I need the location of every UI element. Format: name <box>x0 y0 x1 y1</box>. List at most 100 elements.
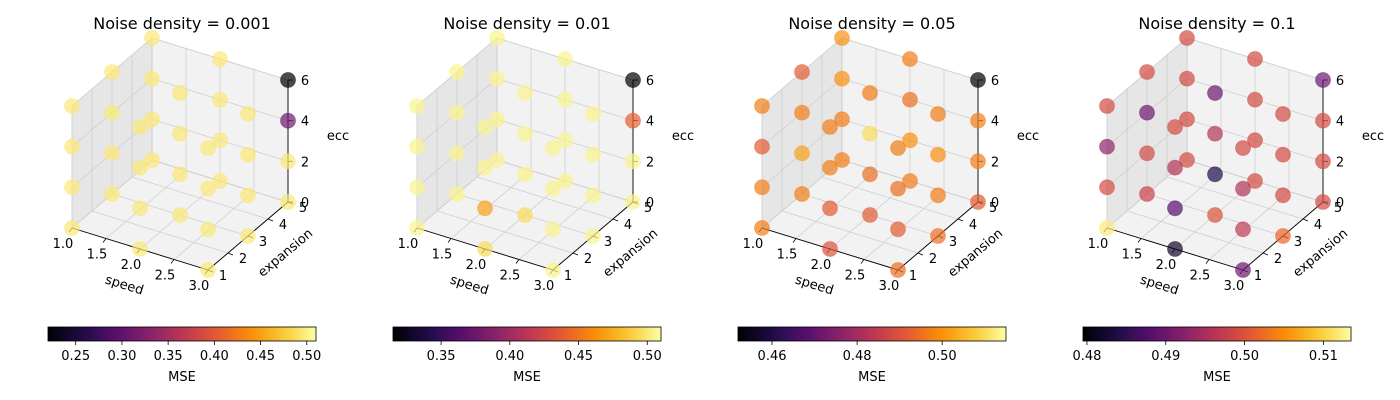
chart-title: Noise density = 0.05 <box>788 14 955 33</box>
scatter-point <box>1275 146 1291 163</box>
scatter-point <box>1275 187 1291 204</box>
scatter-point <box>557 132 573 149</box>
chart-title: Noise density = 0.1 <box>1138 14 1295 33</box>
y-tick-label: 1 <box>564 269 572 284</box>
z-tick-label: 0 <box>991 196 999 211</box>
scatter-point <box>172 85 188 101</box>
scatter-point <box>200 180 216 197</box>
scatter-point <box>1167 200 1183 217</box>
scatter-point <box>449 186 465 202</box>
colorbar-label: MSE <box>513 370 541 385</box>
scatter-point <box>1207 166 1223 183</box>
subplot-panel-1: Noise density = 0.0011.01.52.02.53.01234… <box>47 14 349 385</box>
gridline <box>91 210 229 254</box>
scatter-point <box>1247 51 1263 67</box>
gridline <box>476 176 614 220</box>
scatter-point <box>930 187 946 204</box>
scatter-point <box>625 194 641 210</box>
y-tick-label: 4 <box>624 218 632 233</box>
y-tick-mark <box>612 218 619 222</box>
scatter-point <box>902 132 918 149</box>
y-tick-label: 5 <box>299 201 307 216</box>
x-tick-label: 2.5 <box>155 269 176 284</box>
x-tick-mark <box>1205 259 1210 264</box>
y-tick-label: 5 <box>1334 201 1342 216</box>
subplot-panel-3: Noise density = 0.051.01.52.02.53.012345… <box>737 14 1039 385</box>
scatter-point <box>172 166 188 183</box>
scatter-point <box>240 228 256 244</box>
z-tick-label: 4 <box>301 115 309 130</box>
scatter-point <box>890 140 906 156</box>
scatter-point <box>104 186 120 202</box>
scatter-point <box>172 207 188 223</box>
scatter-point <box>64 179 80 196</box>
gridline <box>131 176 269 220</box>
scatter-point <box>477 241 493 257</box>
scatter-point <box>477 119 493 135</box>
scatter-point <box>822 200 838 217</box>
scatter-point <box>625 72 641 88</box>
scatter-point <box>862 207 878 223</box>
scatter-point <box>834 30 850 46</box>
scatter-point <box>930 146 946 163</box>
x-tick-label: 1.5 <box>432 248 453 263</box>
x-axis-label: speed <box>448 273 490 299</box>
scatter-point <box>144 70 160 87</box>
scatter-point <box>545 221 561 238</box>
scatter-point <box>489 70 505 87</box>
subplot-panel-4: Noise density = 0.11.01.52.02.53.0123450… <box>1072 14 1384 385</box>
scatter-point <box>200 221 216 238</box>
scatter-point <box>834 111 850 128</box>
scatter-point <box>409 179 425 196</box>
scatter-point <box>1207 125 1223 142</box>
colorbar-tick-label: 0.48 <box>1072 349 1101 364</box>
y-tick-label: 3 <box>604 235 612 250</box>
scatter-point <box>1099 179 1115 196</box>
y-tick-label: 5 <box>644 201 652 216</box>
scatter-point <box>585 106 601 122</box>
scatter-point <box>794 186 810 202</box>
y-tick-label: 2 <box>239 252 247 267</box>
scatter-point <box>1139 104 1155 121</box>
scatter-point <box>545 180 561 197</box>
z-tick-label: 2 <box>1336 155 1344 170</box>
y-tick-label: 4 <box>969 218 977 233</box>
scatter-point <box>1315 194 1331 210</box>
scatter-point <box>822 119 838 135</box>
scatter-point <box>794 104 810 121</box>
z-tick-label: 6 <box>991 74 999 89</box>
x-tick-label: 3.0 <box>879 279 900 294</box>
scatter-point <box>625 153 641 170</box>
z-tick-label: 2 <box>991 155 999 170</box>
gridline <box>1126 210 1264 254</box>
scatter-point <box>1315 153 1331 170</box>
y-tick-label: 4 <box>1314 218 1322 233</box>
scatter-point <box>902 173 918 189</box>
scatter-point <box>1179 70 1195 87</box>
colorbar-tick-label: 0.25 <box>61 349 90 364</box>
z-tick-label: 4 <box>646 115 654 130</box>
scatter-point <box>557 173 573 189</box>
z-tick-label: 0 <box>646 196 654 211</box>
z-tick-label: 2 <box>646 155 654 170</box>
scatter-point <box>280 72 296 88</box>
scatter-point <box>970 194 986 210</box>
scatter-point <box>557 91 573 108</box>
scatter-point <box>1139 145 1155 162</box>
x-tick-label: 2.0 <box>1156 258 1177 273</box>
scatter-point <box>1139 64 1155 80</box>
z-axis-label: ecc <box>1017 129 1039 144</box>
y-tick-mark <box>917 252 924 256</box>
scatter-point <box>1235 221 1251 238</box>
scatter-point <box>1247 132 1263 149</box>
scatter-point <box>1275 106 1291 122</box>
scatter-point <box>517 166 533 183</box>
scatter-point <box>1167 119 1183 135</box>
scatter-point <box>585 228 601 244</box>
z-tick-label: 4 <box>1336 115 1344 130</box>
x-tick-mark <box>447 238 452 243</box>
y-tick-label: 3 <box>1294 235 1302 250</box>
scatter-point <box>1207 207 1223 223</box>
colorbar <box>737 326 1007 342</box>
scatter-point <box>794 64 810 80</box>
